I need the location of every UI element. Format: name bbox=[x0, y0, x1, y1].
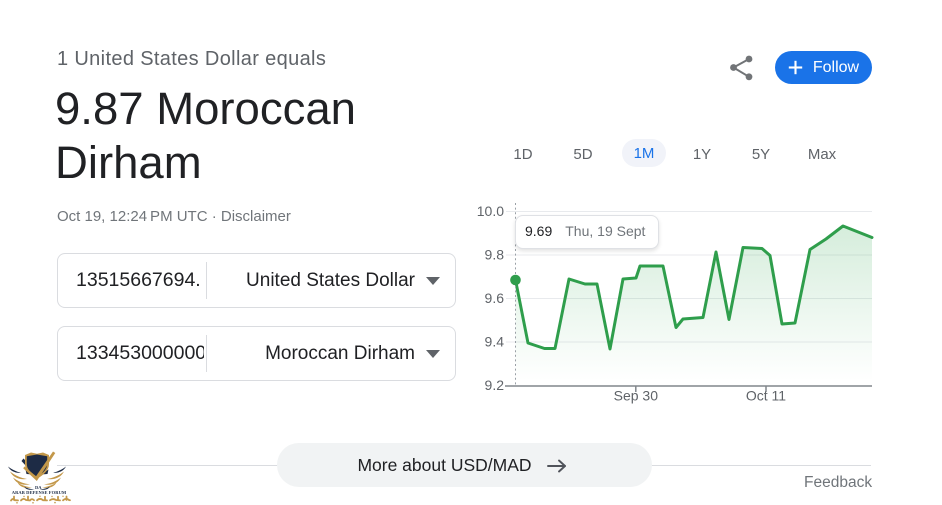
svg-text:DA: DA bbox=[35, 485, 42, 490]
svg-text:9.6: 9.6 bbox=[485, 290, 505, 306]
svg-text:9.4: 9.4 bbox=[485, 334, 505, 350]
svg-text:9.2: 9.2 bbox=[485, 377, 505, 393]
svg-text:Sep 30: Sep 30 bbox=[614, 388, 659, 404]
svg-text:9.8: 9.8 bbox=[485, 247, 505, 263]
svg-text:ARAB DEFENSE FORUM: ARAB DEFENSE FORUM bbox=[12, 490, 67, 495]
svg-text:Oct 11: Oct 11 bbox=[746, 388, 786, 404]
svg-text:10.0: 10.0 bbox=[477, 203, 504, 219]
